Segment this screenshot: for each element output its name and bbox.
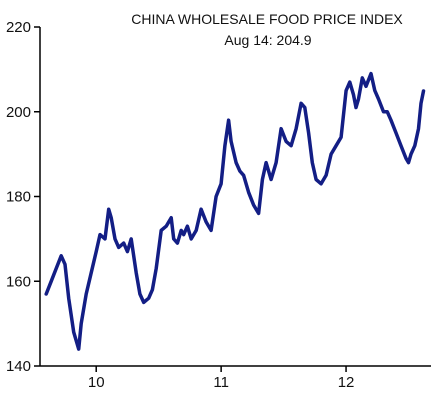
y-tick-label: 140 bbox=[6, 358, 31, 375]
series-layer bbox=[44, 71, 426, 351]
y-tick-label: 180 bbox=[6, 189, 31, 206]
chart-title: CHINA WHOLESALE FOOD PRICE INDEX bbox=[131, 11, 403, 27]
chart-subtitle: Aug 14: 204.9 bbox=[224, 32, 311, 48]
x-tick-label: 11 bbox=[213, 374, 229, 391]
y-ticks: 140 160 180 200 220 bbox=[6, 19, 40, 375]
y-tick-label: 200 bbox=[6, 104, 31, 121]
x-tick-label: 12 bbox=[338, 374, 355, 391]
x-tick-label: 10 bbox=[88, 374, 105, 391]
y-tick-label: 220 bbox=[6, 19, 31, 36]
x-ticks: 10 11 12 bbox=[88, 366, 355, 391]
y-tick-label: 160 bbox=[6, 273, 31, 290]
series-line bbox=[44, 71, 426, 351]
